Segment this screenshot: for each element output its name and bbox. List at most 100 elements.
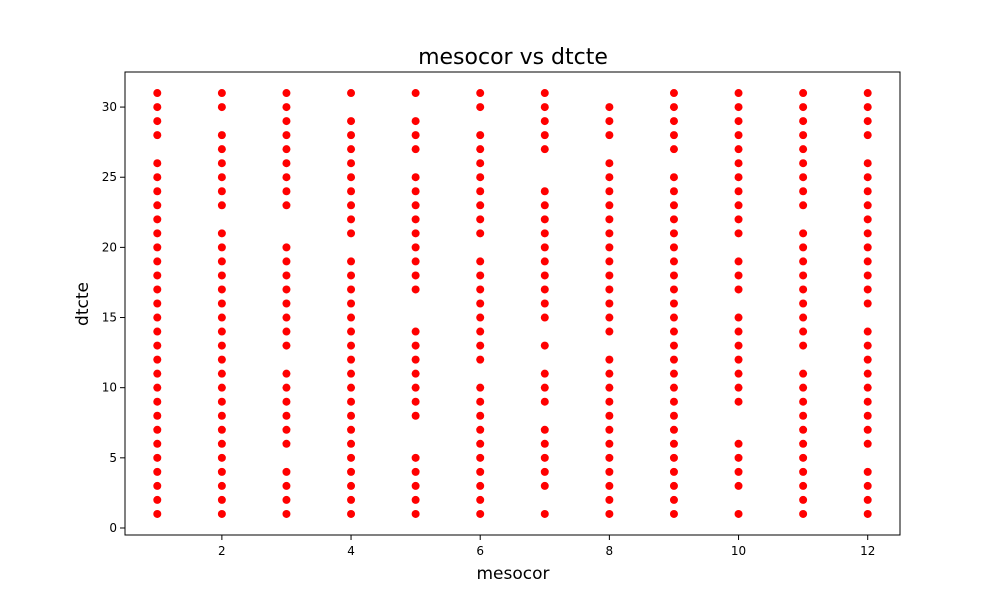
scatter-point bbox=[153, 481, 162, 490]
scatter-point bbox=[411, 131, 420, 140]
scatter-point bbox=[411, 215, 420, 224]
scatter-point bbox=[734, 201, 743, 210]
scatter-point bbox=[863, 103, 872, 112]
scatter-point bbox=[669, 131, 678, 140]
scatter-point bbox=[153, 229, 162, 238]
scatter-point bbox=[669, 369, 678, 378]
scatter-point bbox=[153, 439, 162, 448]
scatter-point bbox=[799, 117, 808, 126]
scatter-point bbox=[734, 369, 743, 378]
scatter-point bbox=[282, 425, 291, 434]
scatter-point bbox=[282, 285, 291, 294]
scatter-point bbox=[863, 215, 872, 224]
scatter-point bbox=[411, 89, 420, 98]
scatter-point bbox=[282, 173, 291, 182]
y-tick-label: 15 bbox=[102, 311, 117, 325]
x-axis: 2 4 6 8 10 12 bbox=[218, 535, 875, 558]
scatter-point bbox=[669, 327, 678, 336]
scatter-point bbox=[605, 425, 614, 434]
scatter-point bbox=[540, 383, 549, 392]
y-tick-label: 10 bbox=[102, 381, 117, 395]
scatter-point bbox=[799, 509, 808, 518]
scatter-point bbox=[476, 467, 485, 476]
scatter-point bbox=[476, 509, 485, 518]
scatter-point bbox=[669, 89, 678, 98]
scatter-point bbox=[282, 509, 291, 518]
scatter-point bbox=[411, 187, 420, 196]
scatter-point bbox=[669, 243, 678, 252]
scatter-point bbox=[605, 103, 614, 112]
scatter-point bbox=[217, 103, 226, 112]
scatter-point bbox=[863, 117, 872, 126]
scatter-point bbox=[734, 341, 743, 350]
scatter-point bbox=[799, 369, 808, 378]
scatter-point bbox=[540, 313, 549, 322]
scatter-point bbox=[217, 243, 226, 252]
scatter-point bbox=[347, 355, 356, 364]
scatter-point bbox=[799, 271, 808, 280]
scatter-point bbox=[347, 89, 356, 98]
scatter-point bbox=[411, 243, 420, 252]
scatter-point bbox=[540, 481, 549, 490]
scatter-point bbox=[605, 271, 614, 280]
scatter-point bbox=[734, 89, 743, 98]
scatter-point bbox=[153, 411, 162, 420]
scatter-point bbox=[282, 103, 291, 112]
scatter-point bbox=[217, 495, 226, 504]
scatter-point bbox=[540, 285, 549, 294]
scatter-point bbox=[282, 201, 291, 210]
scatter-point bbox=[605, 159, 614, 168]
scatter-point bbox=[217, 187, 226, 196]
scatter-point bbox=[347, 201, 356, 210]
scatter-point bbox=[669, 439, 678, 448]
scatter-point bbox=[347, 383, 356, 392]
scatter-point bbox=[540, 453, 549, 462]
scatter-point bbox=[153, 495, 162, 504]
scatter-point bbox=[863, 341, 872, 350]
scatter-point bbox=[540, 341, 549, 350]
scatter-point bbox=[153, 159, 162, 168]
scatter-point bbox=[411, 257, 420, 266]
scatter-point bbox=[540, 229, 549, 238]
y-tick-label: 0 bbox=[109, 521, 117, 535]
scatter-point bbox=[669, 201, 678, 210]
scatter-point bbox=[282, 327, 291, 336]
scatter-point bbox=[153, 425, 162, 434]
scatter-point bbox=[217, 355, 226, 364]
y-tick-label: 20 bbox=[102, 240, 117, 254]
scatter-point bbox=[799, 285, 808, 294]
scatter-point bbox=[476, 495, 485, 504]
scatter-point bbox=[605, 481, 614, 490]
x-tick-label: 10 bbox=[731, 544, 746, 558]
scatter-point bbox=[282, 341, 291, 350]
scatter-point bbox=[734, 229, 743, 238]
scatter-point bbox=[347, 173, 356, 182]
scatter-point bbox=[476, 299, 485, 308]
scatter-point bbox=[411, 145, 420, 154]
scatter-point bbox=[669, 397, 678, 406]
scatter-point bbox=[217, 467, 226, 476]
scatter-point bbox=[799, 173, 808, 182]
scatter-point bbox=[282, 243, 291, 252]
scatter-point bbox=[153, 383, 162, 392]
scatter-point bbox=[282, 187, 291, 196]
plot-frame bbox=[124, 71, 901, 536]
scatter-point bbox=[734, 439, 743, 448]
scatter-point bbox=[799, 257, 808, 266]
scatter-point bbox=[605, 117, 614, 126]
scatter-point bbox=[282, 439, 291, 448]
scatter-point bbox=[669, 425, 678, 434]
scatter-point bbox=[153, 89, 162, 98]
scatter-point bbox=[799, 299, 808, 308]
scatter-point bbox=[863, 243, 872, 252]
scatter-point bbox=[540, 243, 549, 252]
scatter-point bbox=[476, 215, 485, 224]
x-tick-label: 12 bbox=[860, 544, 875, 558]
scatter-point bbox=[217, 327, 226, 336]
scatter-point bbox=[799, 467, 808, 476]
scatter-point bbox=[863, 369, 872, 378]
scatter-point bbox=[734, 257, 743, 266]
scatter-point bbox=[476, 313, 485, 322]
scatter-point bbox=[411, 327, 420, 336]
